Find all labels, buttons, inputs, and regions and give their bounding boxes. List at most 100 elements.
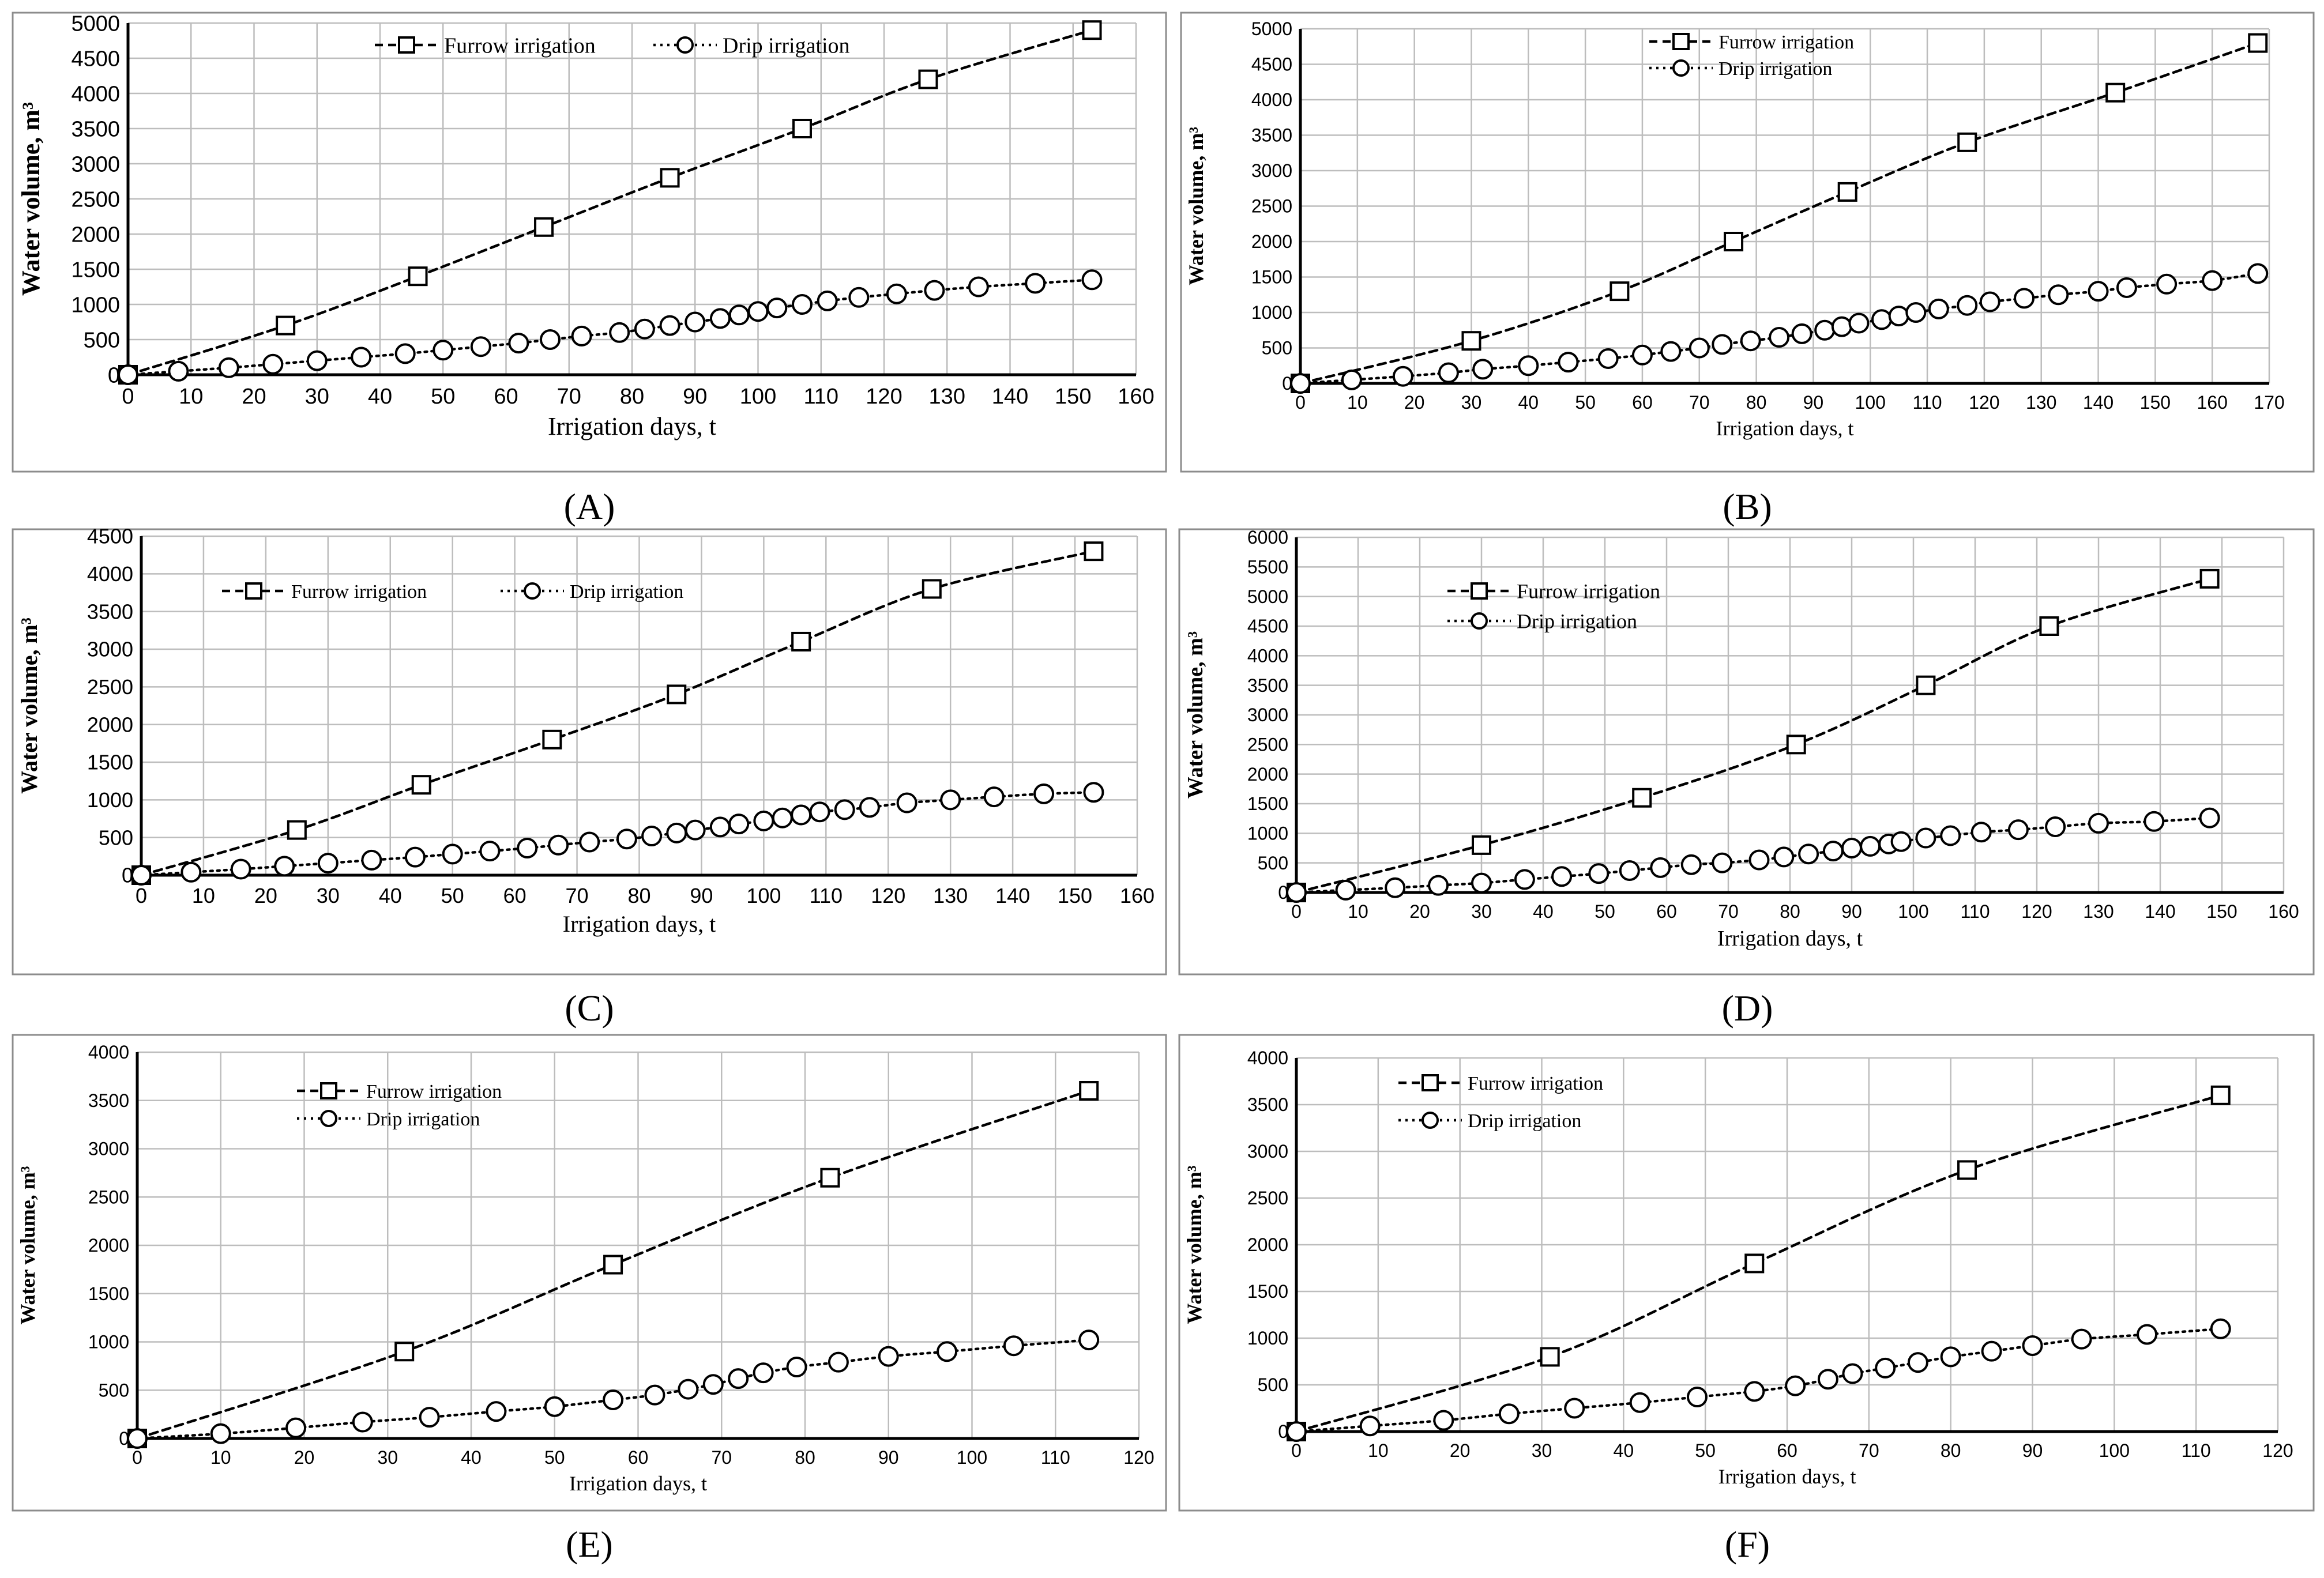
- x-tick-label: 110: [810, 884, 843, 907]
- legend-label: Furrow irrigation: [1468, 1073, 1603, 1094]
- circle-marker: [1979, 291, 2000, 312]
- circle-marker: [1841, 838, 1862, 858]
- circle-marker: [2144, 811, 2165, 832]
- chart-panel-b: 0 10 20 30 40 50 60 70 80 90 100 110 120 130 140 150 160…: [1180, 12, 2315, 473]
- series-drip: [131, 782, 1104, 886]
- circle-marker: [352, 1411, 373, 1433]
- y-tick-label: 3500: [71, 117, 120, 141]
- x-tick-label: 120: [2262, 1440, 2293, 1461]
- square-marker: [1786, 735, 1806, 755]
- square-marker: [1724, 232, 1744, 251]
- circle-marker: [1785, 1375, 1806, 1396]
- square-marker: [792, 119, 812, 138]
- circle-marker: [609, 322, 630, 343]
- x-tick-label: 60: [628, 1447, 649, 1468]
- x-tick-label: 50: [544, 1447, 565, 1468]
- x-tick-label: 10: [1368, 1440, 1389, 1461]
- circle-marker: [616, 828, 637, 850]
- square-marker: [411, 775, 431, 795]
- circle-marker: [2088, 812, 2109, 834]
- circle-marker: [786, 1357, 807, 1378]
- circle-marker: [118, 364, 138, 385]
- square-marker: [820, 1168, 840, 1188]
- square-marker: [1084, 541, 1104, 562]
- gridlines: [141, 535, 1138, 875]
- circle-marker: [1672, 59, 1690, 77]
- circle-marker: [517, 837, 538, 858]
- y-tick-label: 500: [84, 328, 120, 352]
- circle-marker: [1773, 846, 1795, 868]
- panel-frame: [12, 1034, 1167, 1512]
- x-tick-label: 30: [317, 884, 340, 907]
- circle-marker: [442, 843, 463, 865]
- circle-marker: [791, 804, 812, 826]
- x-tick-label: 130: [2026, 392, 2056, 413]
- panel-frame: [12, 528, 1167, 976]
- square-marker: [542, 729, 562, 750]
- circle-marker: [1588, 863, 1609, 884]
- circle-marker: [1970, 822, 1992, 843]
- circle-marker: [1875, 1357, 1896, 1379]
- circle-marker: [940, 789, 961, 811]
- circle-marker: [659, 315, 680, 336]
- y-tick-label: 5000: [1251, 18, 1292, 39]
- circle-marker: [180, 861, 202, 883]
- panel-caption: (D): [1722, 988, 1773, 1029]
- y-tick-label: 1000: [1247, 1328, 1288, 1349]
- circle-marker: [1748, 849, 1770, 871]
- y-tick-label: 3500: [87, 600, 133, 623]
- x-tick-label: 120: [2021, 901, 2052, 922]
- circle-marker: [544, 1396, 565, 1417]
- circle-marker: [1472, 359, 1494, 380]
- square-marker: [1744, 1253, 1765, 1274]
- series-drip: [118, 269, 1103, 385]
- x-tick-label: 140: [2145, 901, 2175, 922]
- x-tick-label: 20: [242, 385, 266, 409]
- circle-marker: [1915, 827, 1936, 849]
- circle-marker: [571, 325, 592, 347]
- circle-marker: [1940, 825, 1961, 846]
- square-marker: [2199, 568, 2220, 589]
- x-axis-label: Irrigation days, t: [1717, 927, 1863, 951]
- circle-marker: [702, 1374, 724, 1395]
- circle-marker: [766, 297, 788, 319]
- square-marker: [1609, 281, 1630, 302]
- circle-marker: [1822, 841, 1844, 862]
- y-tick-label: 1000: [1251, 302, 1292, 323]
- square-marker: [1079, 1081, 1099, 1101]
- y-axis-label: Water volume, m³: [1184, 127, 1208, 285]
- legend: Furrow irrigation Drip irrigation: [375, 33, 850, 58]
- square-marker: [2248, 33, 2268, 53]
- circle-marker: [634, 318, 655, 340]
- series-line: [136, 1338, 1090, 1440]
- circle-marker: [828, 1351, 849, 1373]
- circle-marker: [878, 1346, 899, 1367]
- x-tick-label: 50: [1595, 901, 1615, 922]
- x-tick-label: 50: [431, 385, 455, 409]
- circle-marker: [1385, 877, 1406, 898]
- series-drip: [127, 1330, 1100, 1449]
- x-tick-label: 60: [1632, 392, 1653, 413]
- panel-caption: (B): [1723, 486, 1772, 527]
- circle-marker: [1817, 1369, 1838, 1390]
- square-marker: [791, 631, 811, 651]
- panel-caption: (C): [565, 988, 614, 1029]
- circle-marker: [1033, 783, 1055, 804]
- circle-marker: [1871, 309, 1892, 330]
- panel-caption: (E): [566, 1524, 613, 1565]
- circle-marker: [678, 1379, 699, 1400]
- y-tick-label: 3000: [88, 1139, 129, 1159]
- x-axis-label: Irrigation days, t: [548, 412, 716, 440]
- square-marker: [1540, 1347, 1560, 1367]
- square-marker: [603, 1255, 623, 1275]
- circle-marker: [644, 1384, 665, 1406]
- y-tick-label: 4500: [87, 525, 133, 548]
- y-tick-label: 1000: [71, 293, 120, 317]
- x-tick-label: 60: [1656, 901, 1677, 922]
- circle-marker: [1905, 302, 1927, 323]
- x-tick-label: 130: [2083, 901, 2114, 922]
- circle-marker: [1940, 1346, 1961, 1368]
- square-marker: [394, 1342, 415, 1362]
- x-tick-label: 30: [1532, 1440, 1552, 1461]
- circle-marker: [218, 357, 239, 378]
